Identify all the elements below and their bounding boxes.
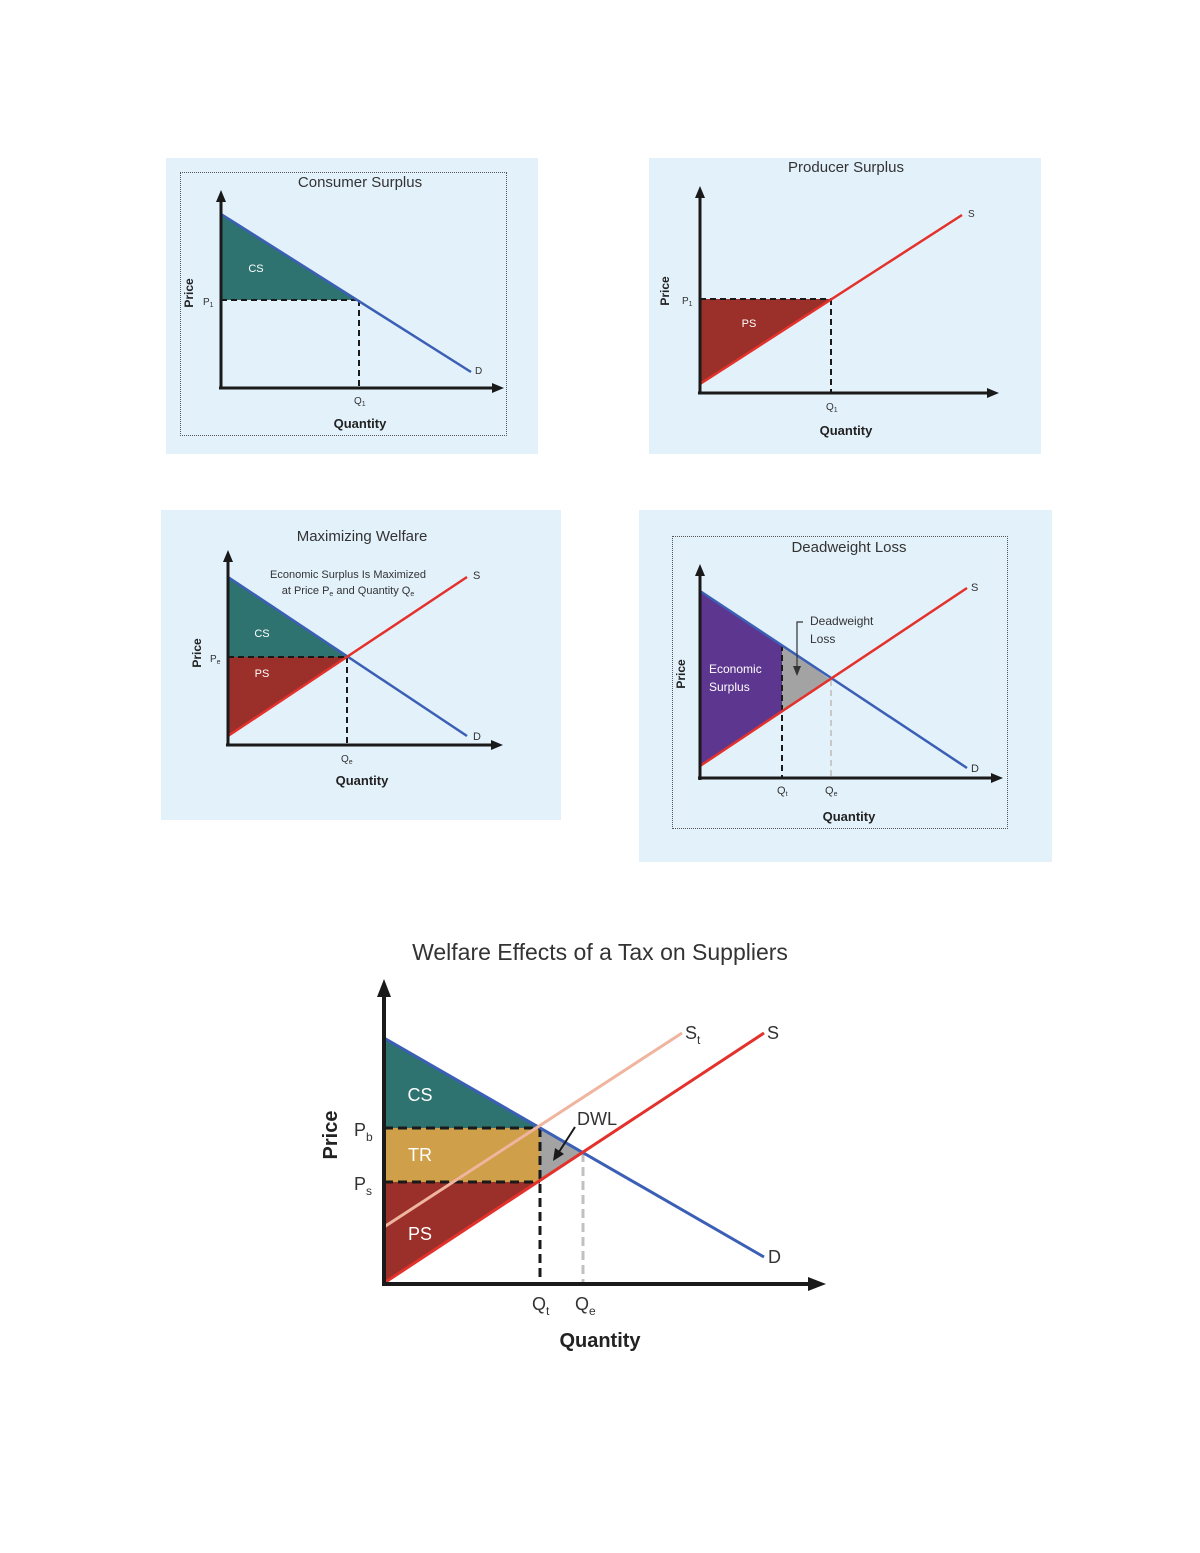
y-axis-label: Price: [674, 659, 688, 689]
y-axis-label: Price: [182, 278, 196, 308]
y-axis-arrow-icon: [695, 564, 705, 576]
pe-tick: Pe: [210, 654, 221, 666]
dwl-label-1: Deadweight: [810, 614, 874, 628]
demand-label: D: [473, 731, 481, 743]
maximizing-welfare-chart: Maximizing Welfare Economic Surplus Is M…: [190, 528, 503, 788]
demand-label: D: [475, 366, 482, 377]
x-axis-arrow-icon: [491, 740, 503, 750]
qe-tick: Qe: [341, 754, 353, 766]
tax-welfare-chart: Welfare Effects of a Tax on Suppliers CS…: [320, 939, 826, 1352]
producer-surplus-panel: Producer Surplus PS S P1 Q1 Quantity Pri…: [649, 158, 1041, 454]
chart-frame: [672, 536, 1008, 829]
ps-tick: Ps: [354, 1174, 372, 1198]
dwl-callout-line: [796, 621, 803, 668]
supply-label: S: [473, 570, 480, 582]
economic-surplus-label-1: Economic: [709, 662, 762, 676]
dwl-arrow-icon: [553, 1148, 564, 1161]
chart-title: Producer Surplus: [788, 159, 904, 176]
supply-label: S: [968, 209, 975, 220]
consumer-surplus-panel: Consumer Surplus CS D P1 Q1 Quantity Pri…: [166, 158, 538, 454]
tr-label: TR: [408, 1145, 432, 1165]
q1-tick: Q1: [354, 396, 366, 408]
producer-surplus-chart: Producer Surplus PS S P1 Q1 Quantity Pri…: [658, 159, 999, 438]
x-axis-label: Quantity: [559, 1330, 641, 1352]
demand-curve: [699, 589, 968, 770]
ps-label: PS: [742, 318, 757, 330]
demand-label: D: [971, 763, 979, 775]
supply-curve: [227, 575, 468, 738]
x-axis-arrow-icon: [987, 388, 999, 398]
cs-label: CS: [248, 263, 263, 275]
dwl-arrow-icon: [793, 666, 801, 676]
chart-frame: [180, 172, 507, 436]
qe-tick: Qe: [575, 1294, 596, 1318]
demand-curve: [383, 1036, 765, 1259]
maximizing-welfare-panel: Maximizing Welfare Economic Surplus Is M…: [161, 510, 561, 820]
x-axis-arrow-icon: [808, 1277, 826, 1291]
chart-title: Deadweight Loss: [791, 539, 906, 556]
economic-surplus-label-2: Surplus: [709, 680, 750, 694]
dwl-label-2: Loss: [810, 632, 835, 646]
y-axis-label: Price: [320, 1111, 342, 1160]
annotation-line-1: Economic Surplus Is Maximized: [270, 569, 426, 581]
x-axis-label: Quantity: [823, 809, 876, 824]
x-axis-label: Quantity: [820, 423, 873, 438]
chart-title: Welfare Effects of a Tax on Suppliers: [412, 939, 788, 965]
demand-label: D: [768, 1247, 781, 1267]
demand-curve: [220, 212, 472, 374]
supply-label: S: [971, 582, 978, 594]
cs-label: CS: [407, 1085, 432, 1105]
ps-label: PS: [408, 1224, 432, 1244]
chart-title: Maximizing Welfare: [297, 528, 428, 545]
deadweight-loss-area: [782, 645, 831, 711]
p1-tick: P1: [203, 297, 214, 309]
deadweight-loss-panel: Deadweight Loss Economic Surplus S D Dea…: [639, 510, 1052, 862]
tax-revenue-area: [384, 1128, 540, 1182]
cs-label: CS: [254, 628, 269, 640]
deadweight-loss-chart: Deadweight Loss Economic Surplus S D Dea…: [674, 539, 1003, 824]
q1-tick: Q1: [826, 402, 838, 414]
y-axis-arrow-icon: [216, 190, 226, 202]
supply-label: S: [767, 1023, 779, 1043]
tax-welfare-panel: Welfare Effects of a Tax on Suppliers CS…: [292, 925, 967, 1365]
x-axis-arrow-icon: [492, 383, 504, 393]
economic-surplus-area: [700, 591, 782, 766]
consumer-surplus-chart: Consumer Surplus CS D P1 Q1 Quantity Pri…: [182, 174, 504, 431]
supply-curve: [383, 1031, 765, 1285]
ps-label: PS: [255, 668, 270, 680]
x-axis-arrow-icon: [991, 773, 1003, 783]
dwl-label: DWL: [577, 1109, 617, 1129]
supply-tax-label: St: [685, 1023, 701, 1047]
annotation-line-2: at Price Pe and Quantity Qe: [282, 585, 415, 598]
supply-with-tax-curve: [383, 1031, 683, 1229]
supply-curve: [699, 213, 963, 386]
qt-tick: Qt: [777, 785, 788, 798]
y-axis-arrow-icon: [377, 979, 391, 997]
x-axis-label: Quantity: [334, 416, 387, 431]
p1-tick: P1: [682, 296, 693, 308]
y-axis-arrow-icon: [695, 186, 705, 198]
x-axis-label: Quantity: [336, 773, 389, 788]
dwl-callout-line: [558, 1126, 576, 1153]
y-axis-arrow-icon: [223, 550, 233, 562]
supply-curve: [699, 586, 968, 768]
y-axis-label: Price: [658, 276, 672, 306]
pb-tick: Pb: [354, 1120, 373, 1144]
chart-title: Consumer Surplus: [298, 174, 422, 191]
y-axis-label: Price: [190, 638, 204, 668]
qe-tick: Qe: [825, 785, 838, 798]
qt-tick: Qt: [532, 1294, 550, 1318]
